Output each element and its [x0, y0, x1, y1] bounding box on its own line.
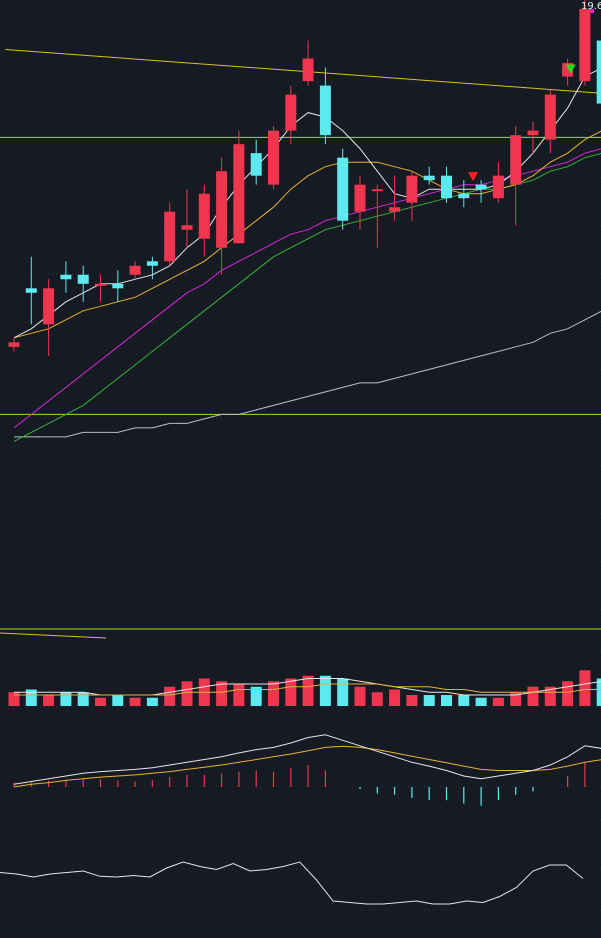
candle-body	[406, 175, 418, 203]
volume-bar	[475, 697, 487, 706]
candle-body	[198, 193, 210, 239]
labels: 19.6	[581, 1, 601, 12]
candle-body	[8, 342, 20, 347]
volume-bar	[112, 695, 124, 706]
candle-body	[43, 288, 55, 325]
volume-bar	[95, 697, 106, 706]
volume-ma-line-b	[14, 683, 601, 696]
volume-bar	[181, 681, 193, 706]
candle-body	[579, 9, 591, 82]
candle-body	[112, 283, 124, 289]
price-marker-dot	[590, 9, 594, 13]
volume-bar	[389, 689, 401, 706]
ma60-line	[14, 310, 601, 438]
volume-bar	[596, 678, 601, 706]
volume-bar	[337, 678, 349, 706]
volume-bar	[129, 697, 141, 706]
candle-body	[95, 283, 106, 286]
ma10-line	[13, 130, 601, 339]
candle-body	[146, 261, 158, 266]
candle-body	[319, 85, 331, 136]
candle-body	[492, 175, 504, 199]
ma20-line	[13, 148, 601, 429]
volume-bar	[146, 697, 158, 706]
volume-bar	[164, 686, 176, 706]
candle-body	[250, 153, 262, 176]
candle-body	[337, 157, 349, 221]
candle-body	[441, 175, 452, 199]
ma5-line	[13, 67, 601, 339]
volume-bar	[25, 689, 37, 706]
candle-body	[268, 130, 279, 185]
volume-bar	[354, 686, 366, 706]
volume-bar	[441, 695, 452, 706]
candle-body	[60, 274, 72, 280]
volume-bar	[60, 692, 72, 706]
candle-body	[596, 40, 601, 104]
volume-bar	[544, 686, 556, 706]
volume-bar	[371, 692, 383, 706]
candle-body	[164, 211, 176, 262]
max-price-label: 19.6	[581, 1, 601, 12]
candle-body	[527, 130, 539, 136]
price-panel	[0, 0, 601, 442]
volume-bar	[268, 681, 279, 706]
candle-body	[285, 94, 297, 131]
candle-body	[302, 58, 314, 82]
candle-body	[371, 189, 383, 192]
grid-lines	[0, 33, 601, 911]
volume-panel	[8, 670, 601, 706]
candle-body	[423, 175, 435, 181]
volume-bar	[562, 681, 574, 706]
volume-bar	[510, 692, 522, 706]
oscillator-line	[0, 861, 584, 905]
candle-body	[77, 274, 89, 284]
volume-bar	[233, 684, 245, 706]
volume-bar	[43, 695, 55, 706]
macd-dea-line	[13, 745, 601, 788]
volume-bar	[250, 686, 262, 706]
candle-body	[129, 265, 141, 275]
volume-bar	[458, 695, 470, 706]
oscillator-panel	[0, 861, 584, 905]
volume-bar	[579, 670, 591, 706]
candle-body	[233, 144, 245, 244]
buy-signal-arrow-icon	[468, 172, 479, 182]
volume-bar	[406, 695, 418, 706]
macd-panel	[13, 734, 601, 806]
macd-dif-line	[13, 734, 601, 785]
candle-body	[475, 184, 487, 190]
candle-body	[562, 63, 574, 77]
volume-bar	[8, 692, 20, 706]
volume-bar	[319, 675, 331, 706]
indicator-stub-line	[0, 632, 107, 639]
candle-body	[544, 94, 556, 140]
candle-body	[181, 225, 193, 230]
candle-body	[216, 171, 228, 248]
candle-body	[458, 193, 470, 199]
volume-bar	[423, 695, 435, 706]
volume-bar	[285, 678, 297, 706]
candle-body	[389, 207, 401, 212]
volume-bar	[527, 686, 539, 706]
candle-body	[510, 135, 522, 185]
volume-bar	[77, 692, 89, 706]
volume-bar	[302, 675, 314, 706]
candle-body	[25, 288, 37, 293]
volume-bar	[492, 697, 504, 706]
sell-signal-arrow-icon	[565, 64, 576, 74]
candle-body	[354, 184, 366, 212]
volume-bar	[216, 681, 228, 706]
